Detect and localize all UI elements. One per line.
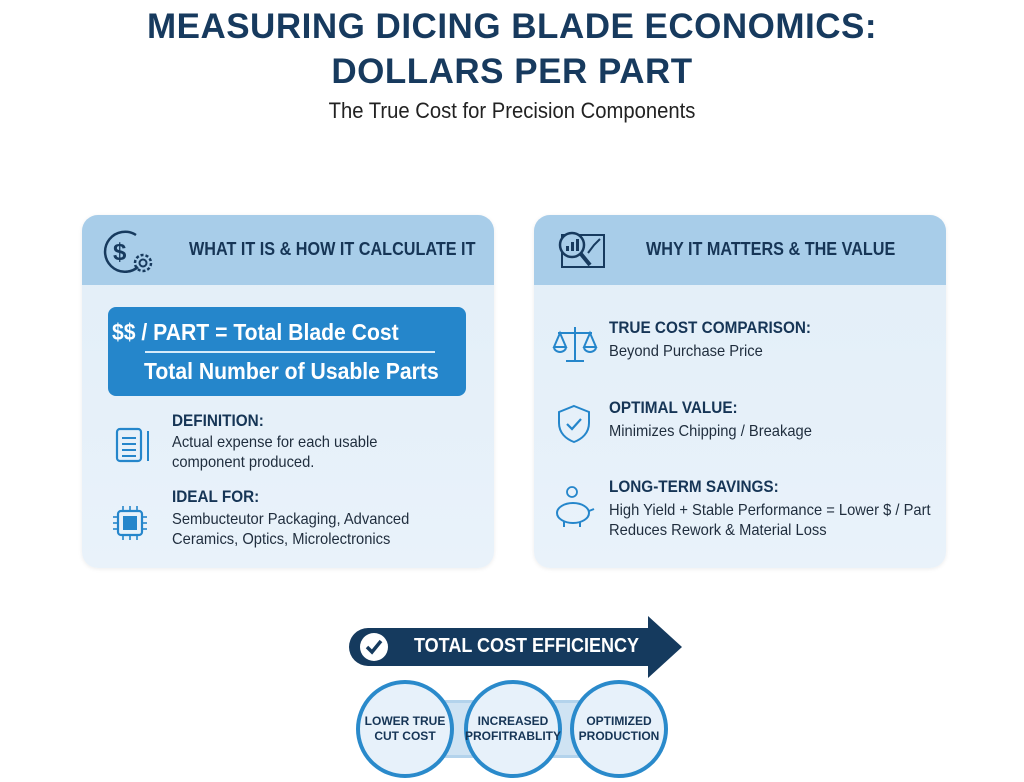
optimal-value-text: Minimizes Chipping / Breakage [609,423,812,440]
optimal-value-heading: OPTIMAL VALUE: [609,398,738,417]
efficiency-arrow [349,616,682,678]
outcome-profitability: INCREASED PROFITRABLITY [464,680,562,778]
outcome-optimized-production: OPTIMIZED PRODUCTION [570,680,668,778]
outcome-lower-cost: LOWER TRUE CUT COST [356,680,454,778]
outcome-line1: LOWER TRUE [364,714,446,728]
right-card-title: WHY IT MATTERS & THE VALUE [646,239,896,259]
check-circle-icon [360,633,388,661]
page-subtitle: The True Cost for Precision Components [328,98,696,123]
true-cost-heading: TRUE COST COMPARISON: [609,318,812,337]
shield-check-icon [558,404,590,444]
dollar-gear-icon: $ [103,230,153,273]
page-title-line2: DOLLARS PER PART [331,52,693,91]
ideal-for-line1: Sembucteutor Packaging, Advanced [172,511,410,528]
definition-line1: Actual expense for each usable [172,434,378,451]
scale-icon [552,327,598,362]
piggy-bank-icon [556,486,595,527]
ideal-for-heading: IDEAL FOR: [172,487,260,506]
long-term-line2: Reduces Rework & Material Loss [609,522,827,539]
definition-heading: DEFINITION: [172,411,264,430]
left-card-title: WHAT IT IS & HOW IT CALCULATE IT [189,239,476,259]
document-icon [115,427,149,463]
outcome-line1: OPTIMIZED [586,714,652,728]
formula-box: $$ / PART = Total Blade Cost Total Numbe… [108,307,466,396]
true-cost-text: Beyond Purchase Price [609,343,763,360]
long-term-line1: High Yield + Stable Performance = Lower … [609,502,931,519]
formula-numerator: $$ / PART = Total Blade Cost [112,319,399,345]
analytics-magnifier-icon [558,231,605,268]
ideal-for-line2: Ceramics, Optics, Microlectronics [172,531,391,548]
left-card: $ WHAT IT IS & HOW IT CALCULATE IT $$ / … [82,215,494,568]
svg-text:$: $ [113,239,127,266]
right-card-header: WHY IT MATTERS & THE VALUE [534,215,946,285]
outcome-line2: CUT COST [374,729,436,743]
efficiency-label: TOTAL COST EFFICIENCY [414,635,640,657]
fraction-line [145,351,435,353]
right-card: WHY IT MATTERS & THE VALUE TRUE COST COM… [534,215,946,568]
left-card-header: $ WHAT IT IS & HOW IT CALCULATE IT [82,215,494,285]
outcome-line2: PROFITRABLITY [465,729,561,743]
long-term-heading: LONG-TERM SAVINGS: [609,477,779,496]
definition-line2: component produced. [172,454,315,471]
outcome-line1: INCREASED [477,714,549,728]
chip-icon [113,506,147,540]
outcome-line2: PRODUCTION [578,729,660,743]
formula-denominator: Total Number of Usable Parts [144,358,439,384]
page-title-line1: MEASURING DICING BLADE ECONOMICS: [146,7,878,46]
